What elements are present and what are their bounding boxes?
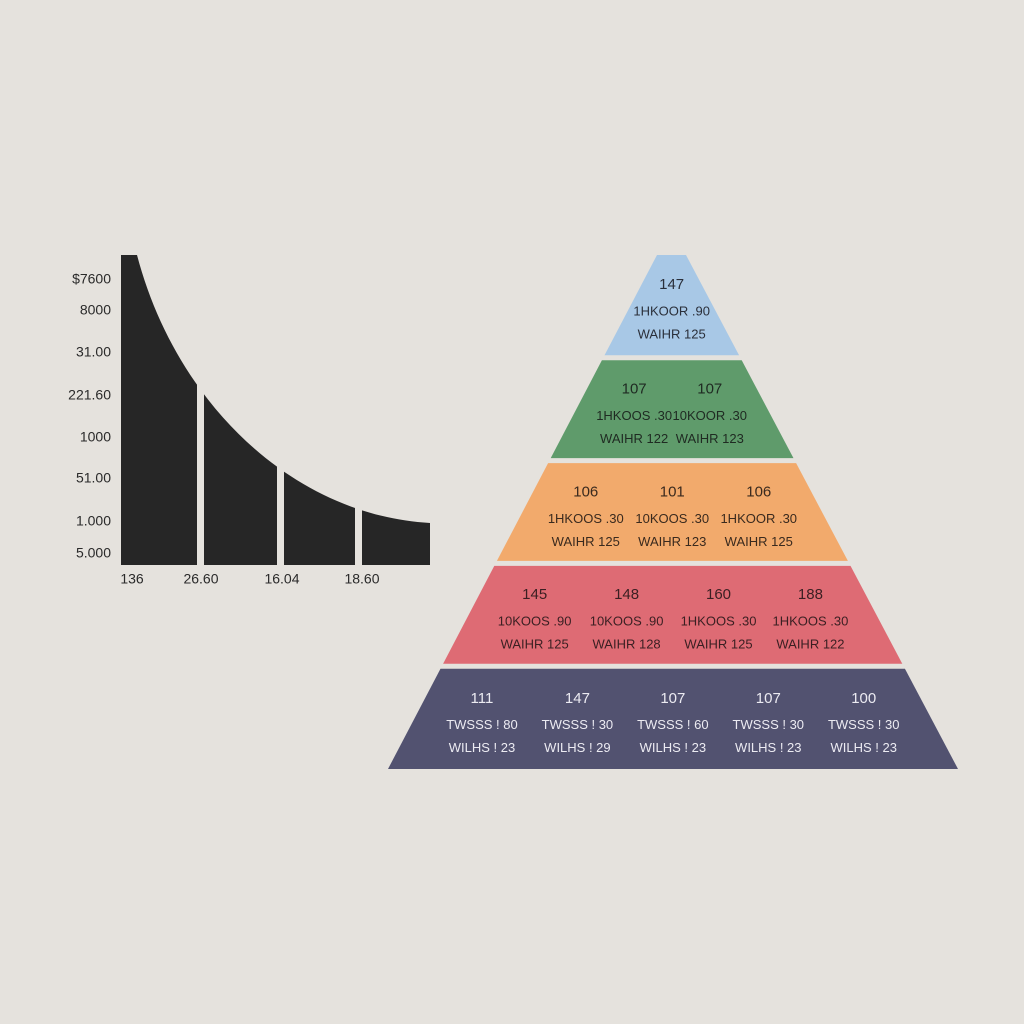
y-label: $7600	[72, 271, 111, 287]
y-label: 221.60	[68, 387, 111, 403]
pyramid-level	[443, 565, 903, 664]
pyramid-level	[496, 463, 848, 561]
y-label: 31.00	[76, 344, 111, 360]
x-label: 136	[120, 571, 144, 587]
cell-line: WAIHR 125	[684, 637, 752, 652]
cell-number: 147	[659, 276, 684, 293]
cell-number: 107	[756, 690, 781, 707]
cell-line: WILHS ! 29	[544, 740, 610, 755]
gap	[277, 250, 284, 570]
curve-graphic	[121, 250, 430, 570]
cell-line: 1HKOOS .30	[548, 511, 624, 526]
cell-line: WAIHR 125	[552, 534, 620, 549]
cell-line: WILHS ! 23	[640, 740, 706, 755]
cell-line: 1HKOOS .30	[596, 408, 672, 423]
cell-number: 101	[660, 483, 685, 500]
cell-number: 111	[471, 690, 494, 707]
x-label: 26.60	[183, 571, 218, 587]
cell-line: WILHS ! 23	[449, 740, 515, 755]
y-label: 1000	[80, 429, 111, 445]
cell-number: 145	[522, 586, 547, 603]
cell-number: 106	[746, 483, 771, 500]
cell-line: 10KOOS .90	[590, 614, 664, 629]
cell-line: TWSSS ! 30	[542, 717, 614, 732]
cell-number: 107	[622, 381, 647, 398]
cell-number: 148	[614, 586, 639, 603]
cell-line: WAIHR 123	[676, 431, 744, 446]
cell-line: WAIHR 125	[725, 534, 793, 549]
cell-line: WAIHR 125	[501, 637, 569, 652]
y-label: 1.000	[76, 513, 111, 529]
x-label: 18.60	[344, 571, 379, 587]
gap	[197, 250, 204, 570]
cell-number: 107	[697, 381, 722, 398]
gap	[355, 250, 362, 570]
y-label: 5.000	[76, 545, 111, 561]
cell-line: WAIHR 122	[600, 431, 668, 446]
cell-line: TWSSS ! 30	[733, 717, 805, 732]
cell-line: TWSSS ! 60	[637, 717, 709, 732]
y-label: 8000	[80, 302, 111, 318]
cell-line: WAIHR 125	[638, 327, 706, 342]
pyramid: 147 1HKOOR .90 WAIHR 125 107 1HKOOS .30 WAIHR…	[388, 255, 958, 769]
cell-line: TWSSS ! 30	[828, 717, 900, 732]
cell-number: 107	[660, 690, 685, 707]
cell-number: 147	[565, 690, 590, 707]
cell-line: 1HKOOR .90	[633, 304, 710, 319]
pyramid-level	[388, 668, 958, 769]
y-label: 51.00	[76, 470, 111, 486]
pyramid-level	[550, 360, 794, 459]
cell-line: 1HKOOS .30	[773, 614, 849, 629]
cell-line: 1HKOOR .30	[720, 511, 797, 526]
cell-line: 10KOOS .30	[635, 511, 709, 526]
cell-number: 160	[706, 586, 731, 603]
cell-line: WILHS ! 23	[735, 740, 801, 755]
cell-line: WILHS ! 23	[831, 740, 897, 755]
cell-line: TWSSS ! 80	[446, 717, 518, 732]
x-label: 16.04	[264, 571, 299, 587]
cell-number: 188	[798, 586, 823, 603]
labels: $7600 8000 31.00 221.60 1000 51.00 1.000 5.000 1…	[68, 271, 380, 587]
cell-line: WAIHR 128	[593, 637, 661, 652]
cell-line: 10KOOS .90	[498, 614, 572, 629]
cell-number: 100	[851, 690, 876, 707]
cell-line: WAIHR 123	[638, 534, 706, 549]
cell-line: 1HKOOS .30	[681, 614, 757, 629]
cell-number: 106	[573, 483, 598, 500]
pyramid-level	[604, 255, 740, 356]
cell-line: WAIHR 122	[776, 637, 844, 652]
cell-line: 10KOOR .30	[673, 408, 747, 423]
